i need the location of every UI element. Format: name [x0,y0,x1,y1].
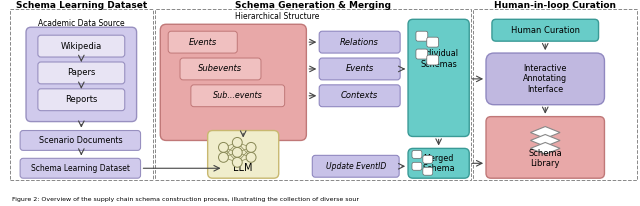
Text: Wikipedia: Wikipedia [61,42,102,51]
Text: Schema Learning Dataset: Schema Learning Dataset [16,1,147,10]
Text: Papers: Papers [67,68,95,77]
Bar [473,9,637,180]
FancyBboxPatch shape [427,37,438,47]
FancyBboxPatch shape [312,155,399,177]
FancyBboxPatch shape [38,62,125,84]
FancyBboxPatch shape [423,155,433,163]
FancyBboxPatch shape [492,19,598,41]
Text: Figure 2: Overview of the supply chain schema construction process, illustrating: Figure 2: Overview of the supply chain s… [12,197,359,202]
FancyBboxPatch shape [38,89,125,111]
FancyBboxPatch shape [160,24,307,140]
Text: Hierarchical Structure: Hierarchical Structure [236,12,319,21]
FancyBboxPatch shape [180,58,261,80]
FancyBboxPatch shape [20,131,141,150]
FancyBboxPatch shape [412,150,422,158]
Bar [10,9,154,180]
Text: Scenario Documents: Scenario Documents [38,136,122,145]
Text: Individual
Schemas: Individual Schemas [419,49,458,69]
Text: Interactive
Annotating
Interface: Interactive Annotating Interface [523,64,567,94]
Polygon shape [531,135,560,146]
FancyBboxPatch shape [486,53,604,105]
FancyBboxPatch shape [26,27,136,122]
Text: Subevents: Subevents [198,64,243,74]
FancyBboxPatch shape [416,49,428,59]
Circle shape [246,152,256,162]
FancyBboxPatch shape [168,31,237,53]
Text: LLM: LLM [234,163,253,173]
Bar [156,9,471,180]
Polygon shape [531,142,560,154]
Text: Schema Learning Dataset: Schema Learning Dataset [31,164,130,173]
Text: Contexts: Contexts [341,91,378,100]
FancyBboxPatch shape [486,117,604,178]
Text: Events: Events [346,64,374,74]
FancyBboxPatch shape [412,162,422,170]
Circle shape [232,147,242,157]
FancyBboxPatch shape [416,31,428,41]
Text: Update EventID: Update EventID [326,162,386,171]
FancyBboxPatch shape [319,58,400,80]
Circle shape [218,152,228,162]
Text: Academic Data Source: Academic Data Source [38,19,125,28]
Text: Reports: Reports [65,95,97,104]
Circle shape [218,142,228,152]
FancyBboxPatch shape [423,167,433,175]
Circle shape [232,157,242,167]
Text: Merged
Schema: Merged Schema [422,154,455,173]
Text: Schema
Library: Schema Library [529,149,562,168]
Circle shape [246,142,256,152]
FancyBboxPatch shape [191,85,285,107]
FancyBboxPatch shape [408,148,469,178]
FancyBboxPatch shape [427,55,438,65]
FancyBboxPatch shape [38,35,125,57]
FancyBboxPatch shape [408,19,469,137]
Polygon shape [531,126,560,138]
Text: Schema Generation & Merging: Schema Generation & Merging [236,1,391,10]
Circle shape [232,137,242,147]
FancyBboxPatch shape [20,158,141,178]
Text: Events: Events [189,38,217,47]
Text: Human-in-loop Curation: Human-in-loop Curation [494,1,616,10]
FancyBboxPatch shape [207,131,279,178]
Text: Sub...events: Sub...events [213,91,262,100]
FancyBboxPatch shape [319,85,400,107]
Text: Relations: Relations [340,38,379,47]
Text: Human Curation: Human Curation [511,26,580,35]
FancyBboxPatch shape [319,31,400,53]
